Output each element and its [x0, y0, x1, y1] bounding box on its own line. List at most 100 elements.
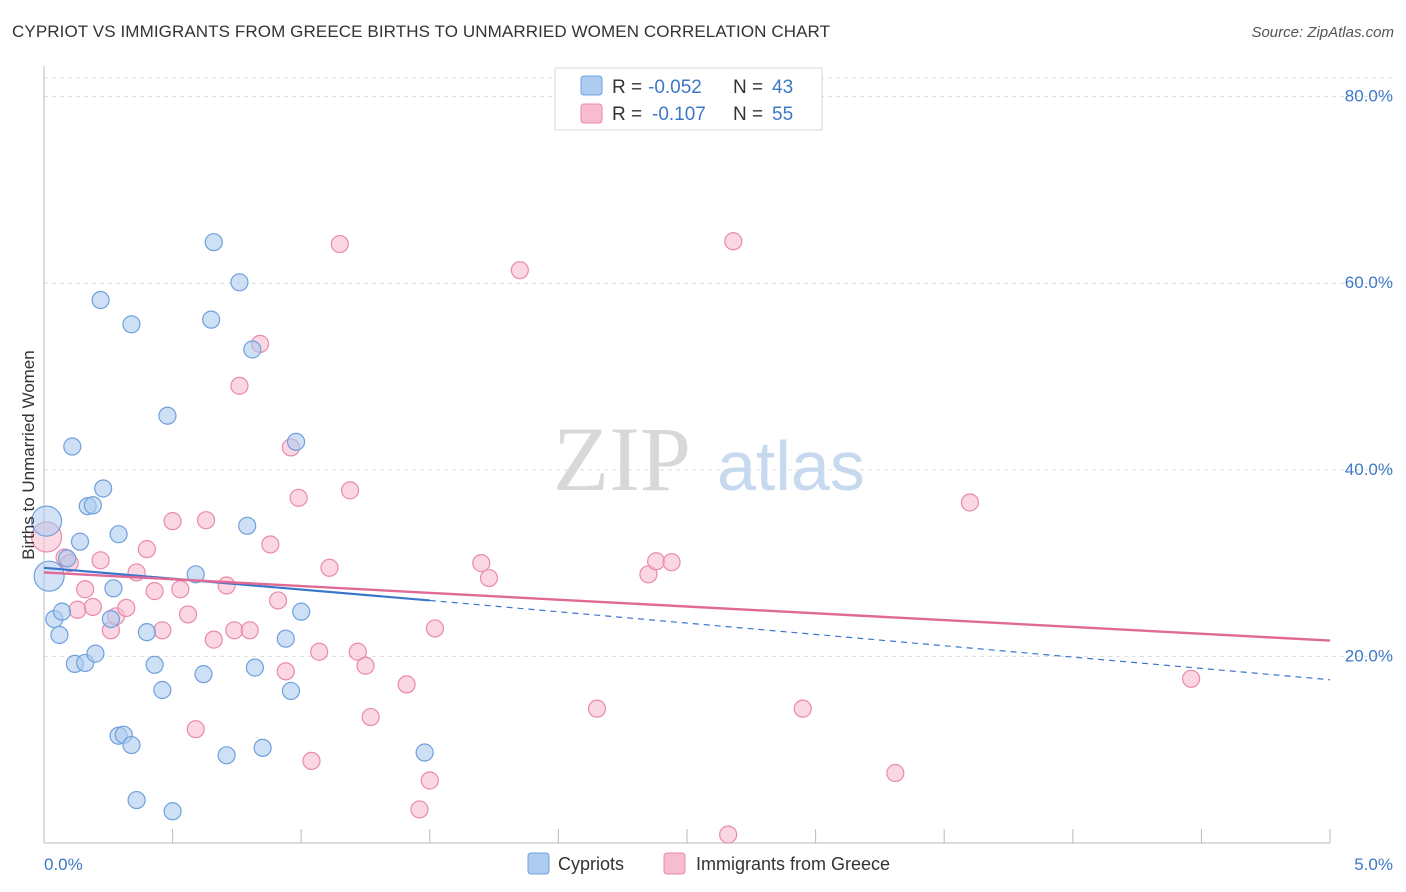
greece-point-52: [886, 763, 905, 783]
cypriot-point-21: [122, 315, 141, 334]
greece-point-49: [719, 825, 738, 844]
cypriot-point-36: [245, 658, 265, 677]
greece-point-31: [310, 642, 329, 661]
greece-point-50: [724, 232, 743, 251]
cypriot-point-6: [63, 437, 82, 456]
y-tick-label-1: 40.0%: [1345, 460, 1393, 479]
y-axis-title: Births to Unmarried Women: [19, 350, 38, 559]
cypriot-trend-extension: [429, 599, 1331, 681]
greece-point-23: [240, 621, 259, 640]
x-tick-label-1: 5.0%: [1354, 855, 1393, 874]
legend-n-label-2: N =: [733, 104, 763, 125]
watermark-zip: ZIP: [553, 408, 691, 510]
greece-point-35: [348, 642, 367, 661]
greece-point-38: [397, 675, 416, 694]
greece-point-30: [302, 751, 321, 771]
cypriot-point-29: [194, 665, 213, 684]
legend-r-label-2: R =: [612, 104, 642, 125]
greece-point-34: [340, 481, 360, 500]
greece-point-4: [76, 580, 95, 599]
greece-point-48: [662, 553, 681, 572]
cypriot-point-37: [253, 738, 272, 757]
y-tick-label-3: 80.0%: [1345, 87, 1393, 106]
cypriot-point-35: [243, 340, 262, 359]
greece-point-14: [163, 512, 182, 531]
watermark: ZIP atlas: [553, 408, 865, 510]
legend-n-value-1: 43: [772, 77, 793, 98]
cypriot-point-34: [238, 516, 257, 535]
watermark-atlas: atlas: [717, 427, 865, 505]
cypriot-point-15: [101, 609, 120, 629]
cypriot-point-11: [83, 496, 102, 515]
greece-point-16: [178, 605, 198, 624]
legend-swatch-greece: [580, 103, 603, 124]
bottom-legend-swatch-cypriots: [527, 852, 550, 875]
greece-point-5: [83, 597, 102, 617]
cypriot-point-5: [58, 549, 77, 568]
greece-point-37: [361, 707, 380, 727]
cypriot-point-33: [230, 273, 249, 292]
legend-r-value-1: -0.052: [648, 77, 702, 98]
cypriot-point-41: [292, 602, 311, 621]
greece-point-39: [410, 800, 429, 819]
cypriot-point-32: [217, 746, 236, 765]
bottom-legend-cypriots: Cypriots: [558, 854, 624, 874]
legend-swatch-cypriots: [580, 75, 603, 96]
legend-n-label-1: N =: [733, 77, 763, 98]
cypriot-point-4: [52, 602, 72, 621]
greece-point-22: [230, 376, 249, 395]
cypriot-point-25: [153, 680, 172, 700]
greece-point-43: [479, 568, 499, 588]
cypriot-point-22: [127, 790, 146, 810]
greece-point-9: [117, 598, 136, 618]
cypriot-point-12: [86, 644, 105, 663]
cypriot-point-3: [50, 625, 69, 645]
axes: [43, 66, 1331, 844]
cypriot-point-17: [109, 525, 128, 544]
gridlines: [44, 77, 1392, 657]
cypriot-point-16: [104, 579, 123, 598]
greece-point-12: [145, 582, 164, 601]
bottom-legend-greece: Immigrants from Greece: [696, 854, 890, 874]
greece-point-15: [171, 580, 190, 599]
cypriot-point-30: [202, 310, 221, 329]
cypriot-point-26: [158, 406, 177, 425]
legend-r-value-2: -0.107: [652, 104, 706, 125]
y-tick-label-2: 60.0%: [1345, 273, 1393, 292]
correlation-legend: R = -0.052 N = 43 R = -0.107 N = 55: [554, 67, 823, 131]
greece-point-19: [204, 630, 223, 649]
y-tick-label-0: 20.0%: [1345, 646, 1393, 665]
greece-point-27: [276, 662, 295, 681]
greece-point-18: [196, 511, 216, 530]
greece-point-42: [472, 554, 491, 573]
trend-lines: [43, 566, 1331, 681]
y-tick-labels: 20.0% 40.0% 60.0% 80.0%: [1345, 87, 1393, 666]
legend-n-value-2: 55: [772, 104, 793, 125]
greece-point-17: [186, 720, 205, 739]
greece-point-53: [960, 493, 980, 512]
greece-point-45: [587, 699, 607, 718]
cypriot-point-28: [186, 565, 205, 584]
cypriot-point-27: [163, 802, 182, 821]
greece-point-41: [425, 619, 445, 638]
cypriot-point-39: [281, 681, 301, 701]
greece-point-51: [793, 699, 812, 718]
cypriot-point-0: [30, 505, 63, 537]
cypriot-point-38: [276, 629, 295, 648]
legend-r-label-1: R =: [612, 77, 642, 98]
cypriot-trend-line: [43, 566, 430, 602]
greece-point-29: [289, 488, 308, 507]
greece-point-21: [225, 621, 244, 640]
cypriot-point-20: [122, 735, 141, 755]
bottom-legend-swatch-greece: [663, 852, 686, 875]
greece-point-36: [356, 656, 375, 675]
source-label: Source: ZipAtlas.com: [1251, 24, 1394, 41]
greece-point-25: [261, 535, 280, 554]
greece-point-40: [420, 771, 439, 790]
cypriot-point-40: [286, 432, 306, 451]
x-tick-label-0: 0.0%: [44, 855, 83, 874]
cypriot-point-8: [70, 532, 90, 551]
greece-point-6: [91, 551, 110, 570]
cypriot-point-23: [137, 623, 156, 642]
